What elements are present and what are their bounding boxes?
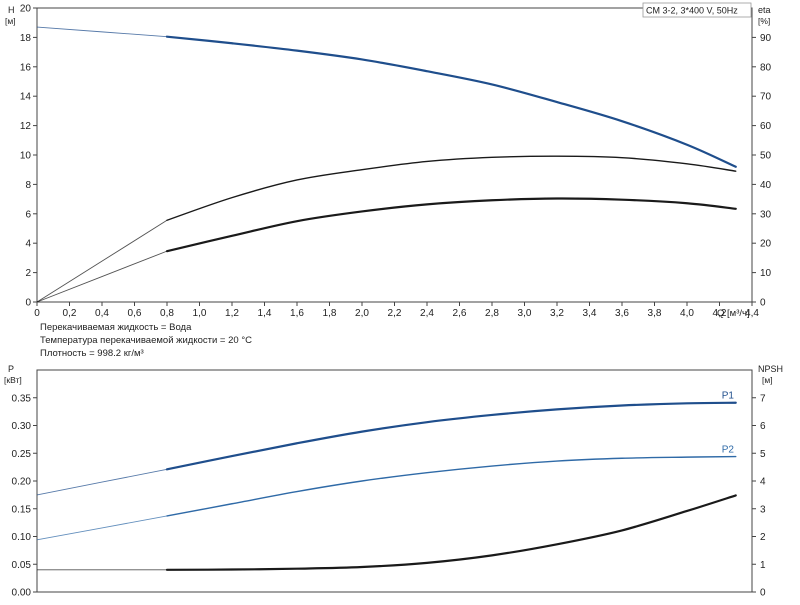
model-legend-text: CM 3-2, 3*400 V, 50Hz: [646, 6, 738, 16]
series-extrapolation-line: [36, 219, 168, 303]
y-right-tick-label: 70: [760, 92, 772, 103]
x-tick-label: 2,2: [388, 308, 402, 319]
x-tick-label: 3,4: [583, 308, 597, 319]
y-left-tick-label: 0.20: [12, 477, 32, 488]
y-left-tick-label: 10: [20, 151, 32, 162]
x-tick-label: 3,0: [518, 308, 532, 319]
x-tick-label: 2,8: [485, 308, 499, 319]
series-line: [165, 197, 737, 253]
y-right-tick-label: 20: [760, 239, 772, 250]
y-right-tick-label: 80: [760, 62, 772, 73]
bottom-series-group: P1 P2: [36, 391, 737, 571]
x-tick-label: 2,0: [355, 308, 369, 319]
y-left-tick-label: 6: [25, 209, 31, 220]
x-tick-label: 0,4: [95, 308, 109, 319]
y-left-tick-label: 0.00: [12, 588, 32, 599]
series-line: [166, 455, 737, 517]
y-left-tick-label: 20: [20, 4, 32, 15]
y-right-tick-label: 3: [760, 504, 766, 515]
bottom-right-axis-unit: [м]: [762, 375, 773, 385]
x-tick-label: 0,2: [63, 308, 77, 319]
y-left-tick-label: 4: [25, 239, 31, 250]
bottom-left-axis-label: P: [8, 364, 14, 374]
y-left-tick-label: 18: [20, 33, 32, 44]
y-left-tick-label: 8: [25, 180, 31, 191]
x-tick-label: 0: [34, 308, 40, 319]
x-tick-label: 2,6: [453, 308, 467, 319]
x-tick-label: 3,6: [615, 308, 629, 319]
series-label: P2: [722, 445, 735, 456]
y-left-tick-label: 0.30: [12, 421, 32, 432]
series-line: [166, 155, 737, 221]
y-left-tick-label: 2: [25, 268, 31, 279]
y-right-tick-label: 6: [760, 421, 766, 432]
x-tick-label: 3,2: [550, 308, 564, 319]
temperature-note: Температура перекачиваемой жидкости = 20…: [40, 335, 252, 346]
fluid-note: Перекачиваемая жидкость = Вода: [40, 322, 192, 333]
density-note: Плотность = 998.2 кг/м³: [40, 348, 144, 359]
y-right-tick-label: 5: [760, 449, 766, 460]
series-line: [165, 401, 737, 471]
y-right-tick-label: 30: [760, 209, 772, 220]
y-left-tick-label: 16: [20, 62, 32, 73]
top-tick-labels: 0 2 4 6 8 10 12 14 16 18 20 0 10 20 30 40 50 60 70 80 90 0 0,2…: [20, 4, 772, 320]
x-tick-label: 1,6: [290, 308, 304, 319]
top-series-group: [36, 26, 737, 303]
top-left-axis-label: H: [8, 5, 15, 15]
top-chart-panel: H [м] eta [%] CM 3-2, 3*400 V, 50Hz Q [м…: [5, 2, 772, 320]
series-extrapolation-line: [36, 468, 168, 496]
top-right-axis-label: eta: [758, 5, 771, 15]
top-x-axis-label: Q [м³/ч]: [717, 308, 750, 319]
series-label: P1: [722, 391, 735, 402]
y-right-tick-label: 0: [760, 298, 766, 309]
y-right-tick-label: 2: [760, 532, 766, 543]
y-right-tick-label: 40: [760, 180, 772, 191]
x-tick-label: 4,0: [680, 308, 694, 319]
x-tick-label: 3,8: [648, 308, 662, 319]
top-plot-frame: [36, 7, 753, 303]
x-tick-label: 1,4: [258, 308, 272, 319]
top-right-axis-unit: [%]: [758, 16, 770, 26]
x-tick-label: 1,2: [225, 308, 239, 319]
y-right-tick-label: 60: [760, 121, 772, 132]
y-right-tick-label: 7: [760, 393, 766, 404]
bottom-left-axis-unit: [кВт]: [4, 375, 22, 385]
y-right-tick-label: 90: [760, 33, 772, 44]
series-line: [165, 494, 737, 571]
x-tick-label: 2,4: [420, 308, 434, 319]
x-tick-label: 4,2: [713, 308, 727, 319]
y-right-tick-label: 1: [760, 560, 766, 571]
y-right-tick-label: 4: [760, 477, 766, 488]
series-line: [165, 35, 737, 168]
y-left-tick-label: 0: [25, 298, 31, 309]
series-extrapolation-line: [36, 26, 168, 38]
y-left-tick-label: 0.35: [12, 393, 32, 404]
x-tick-label: 4,4: [745, 308, 759, 319]
bottom-tick-labels: 0.00 0.05 0.10 0.15 0.20 0.25 0.30 0.35 0 1 2 3 4 5 6 7: [12, 393, 766, 598]
y-left-tick-label: 0.10: [12, 532, 32, 543]
bottom-plot-frame: [36, 369, 753, 593]
bottom-right-axis-label: NPSH: [758, 364, 783, 374]
y-left-tick-label: 14: [20, 92, 32, 103]
y-right-tick-label: 10: [760, 268, 772, 279]
x-tick-label: 0,6: [128, 308, 142, 319]
x-tick-label: 1,0: [193, 308, 207, 319]
top-left-axis-unit: [м]: [5, 16, 16, 26]
x-tick-label: 1,8: [323, 308, 337, 319]
y-right-tick-label: 0: [760, 588, 766, 599]
x-tick-label: 0,8: [160, 308, 174, 319]
model-legend-box: [642, 2, 752, 18]
y-left-tick-label: 0.25: [12, 449, 32, 460]
y-right-tick-label: 50: [760, 151, 772, 162]
y-left-tick-label: 0.05: [12, 560, 32, 571]
series-extrapolation-line: [36, 515, 168, 541]
series-extrapolation-line: [36, 250, 168, 303]
y-left-tick-label: 0.15: [12, 504, 32, 515]
y-left-tick-label: 12: [20, 121, 32, 132]
